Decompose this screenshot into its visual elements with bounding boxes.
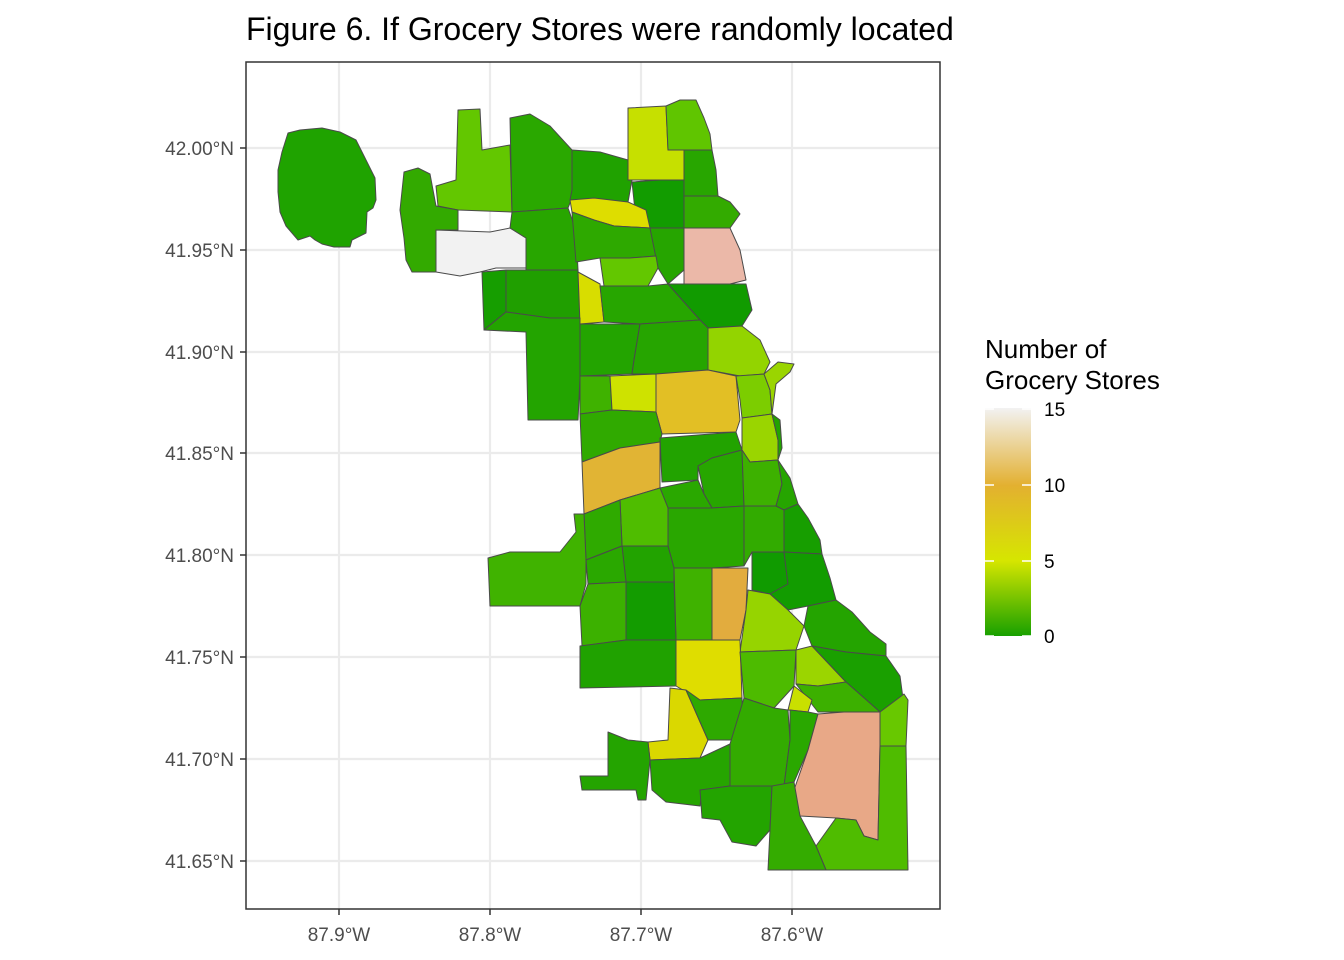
legend-tick-10: 10: [1044, 476, 1065, 497]
x-tick-label: 87.6°W: [761, 925, 824, 946]
region-west-garfield: [579, 375, 613, 415]
y-tick-label: 41.70°N: [165, 750, 234, 771]
plot-panel: [245, 61, 941, 910]
y-axis: 42.00°N 41.95°N 41.90°N 41.85°N 41.80°N …: [165, 139, 246, 873]
region-near-west: [655, 369, 741, 435]
region-humboldt-park: [579, 323, 641, 377]
region-east-garfield: [609, 373, 657, 413]
legend-tick-5: 5: [1044, 552, 1055, 573]
region-near-south: [741, 413, 779, 463]
region-greater-grand-crossing: [739, 589, 805, 653]
region-south-shore: [803, 599, 887, 657]
region-englewood: [711, 567, 749, 641]
region-garfield-ridge: [487, 513, 587, 607]
panel-border: [245, 61, 941, 910]
figure-title: Figure 6. If Grocery Stores were randoml…: [246, 11, 954, 47]
y-tick-label: 41.80°N: [165, 546, 234, 567]
region-rogers-park: [665, 99, 713, 151]
region-hegewisch: [815, 745, 909, 871]
legend-title-line1: Number of: [985, 334, 1107, 364]
region-west-pullman: [699, 785, 773, 847]
legend-title-line2: Grocery Stores: [985, 365, 1160, 395]
region-avondale: [599, 255, 659, 287]
y-tick-label: 41.75°N: [165, 648, 234, 669]
region-mount-greenwood: [579, 731, 651, 801]
y-tick-label: 41.85°N: [165, 444, 234, 465]
region-lakefront-south: [771, 413, 783, 461]
legend-tick-0: 0: [1044, 627, 1055, 648]
region-pullman: [783, 709, 819, 787]
map-regions: [277, 99, 909, 871]
y-tick-label: 41.65°N: [165, 852, 234, 873]
region-lakefront-oakland: [763, 361, 795, 415]
x-axis: 87.9°W 87.8°W 87.7°W 87.6°W: [308, 909, 824, 946]
region-chicago-lawn: [625, 581, 677, 641]
region-riverdale: [767, 781, 827, 871]
region-east-side: [879, 693, 909, 751]
legend-colorbar: [985, 408, 1031, 636]
legend: Number of Grocery Stores 15 10 5 0: [985, 334, 1160, 648]
region-portage-park: [505, 269, 581, 319]
region-west-englewood: [673, 567, 713, 641]
region-new-city: [667, 505, 745, 569]
region-norwood-park: [435, 227, 527, 277]
region-ohare: [277, 127, 377, 248]
y-tick-label: 42.00°N: [165, 139, 234, 160]
region-west-town: [631, 319, 709, 375]
region-gage-park: [621, 545, 675, 583]
legend-tick-15: 15: [1044, 400, 1065, 421]
x-tick-label: 87.9°W: [308, 925, 371, 946]
region-nw1: [435, 108, 513, 213]
x-tick-label: 87.7°W: [610, 925, 673, 946]
region-sauganash: [569, 149, 633, 203]
y-tick-label: 41.90°N: [165, 343, 234, 364]
region-chatham: [739, 649, 797, 709]
region-edgewater: [683, 149, 719, 197]
region-ashburn: [579, 639, 677, 689]
region-west-lawn: [579, 581, 627, 647]
x-tick-label: 87.8°W: [459, 925, 522, 946]
y-tick-label: 41.95°N: [165, 241, 234, 262]
